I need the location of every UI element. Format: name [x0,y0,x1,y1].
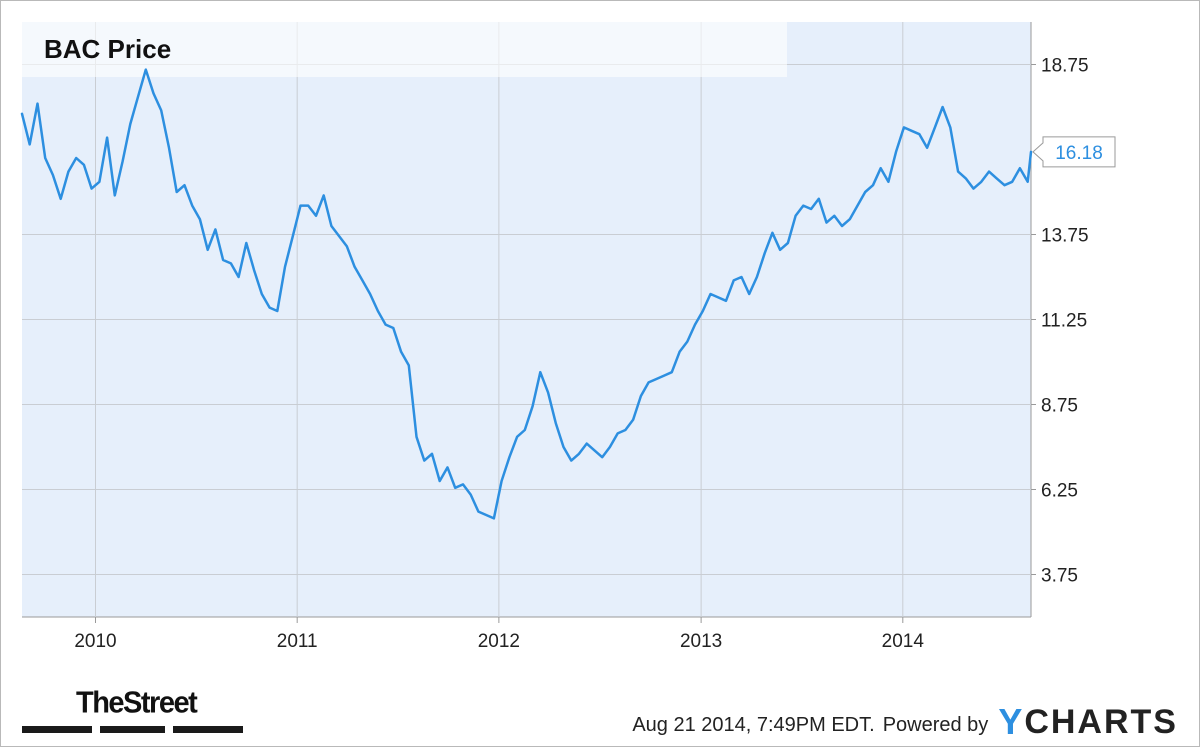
x-tick-label: 2012 [478,631,520,652]
ycharts-logo-text: CHARTS [1024,703,1178,741]
powered-by-label: Powered by [882,714,989,736]
y-tick-label: 11.25 [1041,311,1087,332]
y-tick-label: 13.75 [1041,226,1089,247]
ycharts-logo-y: Y [998,701,1025,742]
chart-footer: Aug 21 2014, 7:49PM EDT. Powered by Y CHA… [632,701,1178,742]
ycharts-logo[interactable]: Y CHARTS [998,701,1178,742]
thestreet-logo-text: TheStreet [76,686,198,720]
x-tick-label: 2011 [277,631,318,652]
thestreet-logo-bars [22,726,244,733]
x-tick-label: 2014 [882,631,925,652]
title-band [22,22,787,77]
y-tick-label: 18.75 [1041,56,1089,77]
thestreet-logo: TheStreet [22,686,244,733]
x-tick-label: 2013 [680,631,722,652]
x-tick-label: 2010 [74,631,116,652]
last-value-label: 16.18 [1055,143,1103,164]
price-series-line [20,68,1033,520]
last-value-callout [1032,136,1116,168]
y-tick-label: 6.25 [1041,481,1078,502]
chart-title: BAC Price [44,34,171,64]
y-tick-label: 8.75 [1041,396,1078,417]
y-tick-label: 3.75 [1041,566,1078,587]
timestamp: Aug 21 2014, 7:49PM EDT. [632,714,875,736]
